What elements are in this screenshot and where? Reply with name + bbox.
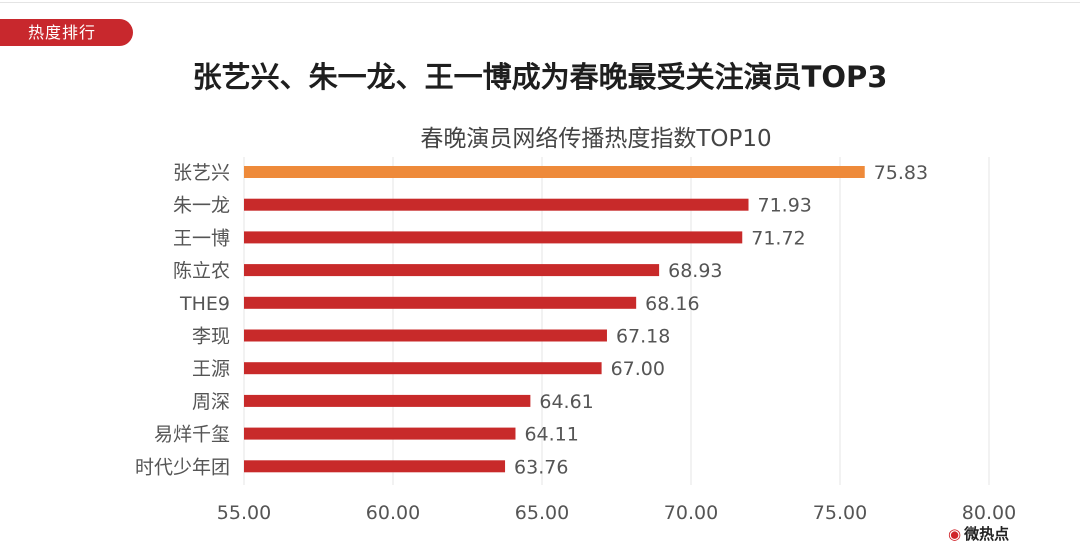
- weibo-icon: ◉: [948, 525, 962, 543]
- data-label: 67.00: [611, 358, 665, 380]
- data-label: 68.93: [668, 260, 722, 282]
- data-label: 75.83: [874, 162, 928, 184]
- category-label: THE9: [179, 293, 230, 315]
- category-label: 时代少年团: [135, 456, 230, 478]
- data-label: 71.72: [751, 227, 805, 249]
- category-label: 周深: [192, 391, 230, 413]
- watermark: ◉ 微热点: [948, 523, 1009, 544]
- category-label: 李现: [192, 326, 230, 348]
- section-tag: 热度排行: [0, 19, 133, 46]
- bar: [244, 231, 743, 244]
- bar: [244, 329, 607, 342]
- bar: [244, 166, 865, 178]
- x-tick-label: 70.00: [664, 502, 718, 524]
- bar: [244, 264, 660, 277]
- bar: [244, 394, 531, 407]
- watermark-text: 微热点: [964, 525, 1010, 543]
- page-title: 张艺兴、朱一龙、王一博成为春晚最受关注演员TOP3: [192, 60, 888, 94]
- x-tick-label: 60.00: [366, 502, 420, 524]
- data-label: 64.61: [539, 391, 593, 413]
- x-tick-label: 65.00: [515, 502, 569, 524]
- data-label: 63.76: [514, 456, 568, 478]
- bar: [244, 427, 516, 440]
- bar: [244, 198, 749, 211]
- top-rule: [0, 2, 1080, 3]
- x-tick-label: 75.00: [813, 502, 867, 524]
- data-label: 67.18: [616, 326, 670, 348]
- x-tick-label: 80.00: [962, 502, 1016, 524]
- x-tick-label: 55.00: [217, 502, 271, 524]
- category-label: 王源: [192, 358, 230, 380]
- data-label: 64.11: [524, 424, 578, 446]
- bar: [244, 362, 602, 375]
- bar: [244, 296, 637, 309]
- category-label: 张艺兴: [173, 162, 230, 184]
- bar: [244, 460, 506, 473]
- chart-title: 春晚演员网络传播热度指数TOP10: [420, 126, 771, 152]
- data-label: 71.93: [758, 195, 812, 217]
- category-label: 陈立农: [173, 260, 230, 282]
- category-label: 王一博: [173, 227, 230, 249]
- category-label: 易烊千玺: [154, 424, 230, 446]
- data-label: 68.16: [645, 293, 699, 315]
- category-label: 朱一龙: [173, 195, 230, 217]
